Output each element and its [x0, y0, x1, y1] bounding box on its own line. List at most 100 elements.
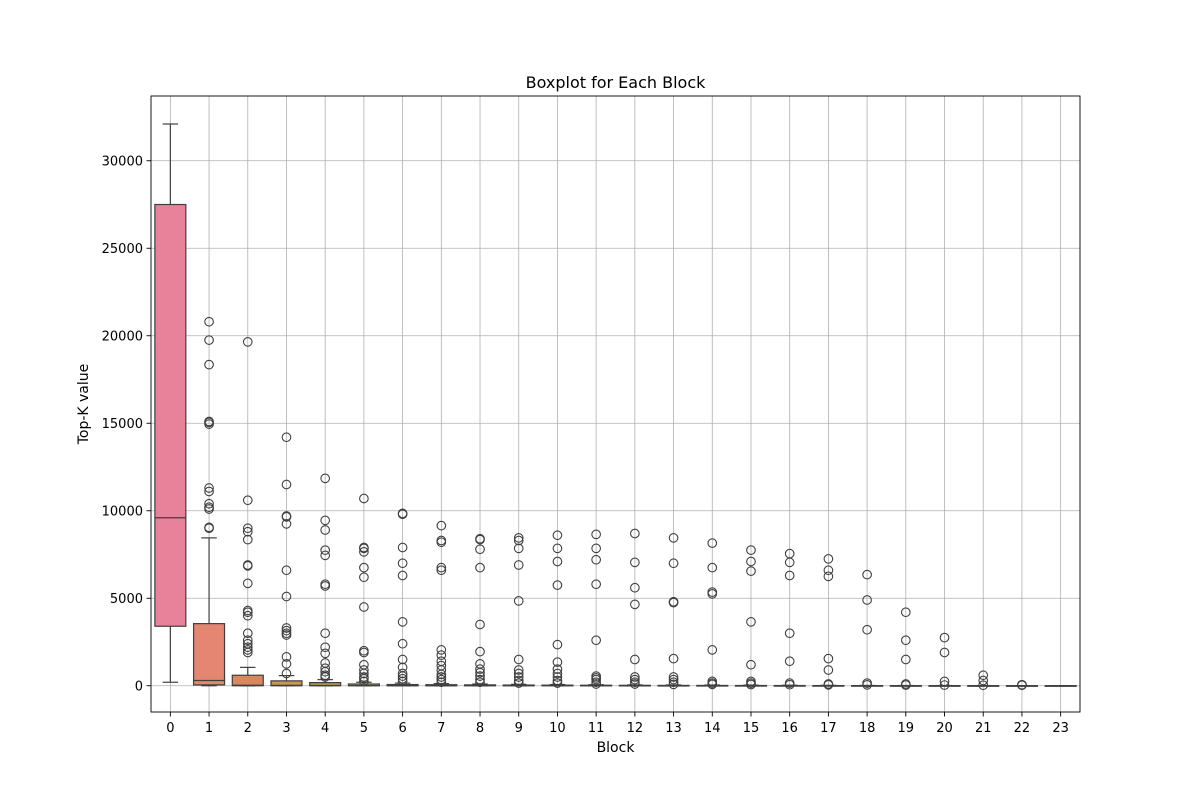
outlier-point	[436, 565, 447, 576]
outlier-point	[359, 665, 369, 675]
outlier-point	[475, 674, 485, 685]
outlier-point	[281, 479, 292, 490]
plot-frame	[150, 95, 1081, 713]
outlier-point	[552, 530, 563, 541]
box-group	[657, 533, 690, 690]
outlier-point	[862, 569, 872, 580]
box-group	[851, 569, 884, 690]
y-tick-label: 20000	[102, 329, 143, 344]
outlier-point	[513, 596, 524, 606]
outlier-point	[591, 671, 601, 681]
box-group	[1044, 685, 1077, 687]
x-tick-label: 9	[515, 721, 523, 736]
outlier-point	[552, 556, 563, 567]
outlier-point	[939, 680, 950, 690]
box-group	[192, 316, 226, 687]
outlier-point	[397, 676, 408, 687]
outlier-point	[204, 498, 214, 509]
x-tick-label: 20	[936, 721, 953, 736]
outlier-point	[242, 642, 253, 653]
box-group	[386, 508, 419, 687]
outlier-point	[513, 654, 524, 665]
outlier-point	[320, 579, 331, 590]
outlier-point	[475, 533, 485, 544]
outlier-point	[397, 654, 408, 665]
x-tick-label: 5	[360, 721, 368, 736]
box-iqr	[154, 203, 187, 627]
box-group	[270, 432, 303, 687]
outlier-point	[436, 660, 447, 671]
outlier-point	[359, 493, 369, 504]
outlier-point	[320, 525, 331, 535]
outlier-point	[668, 533, 679, 543]
outlier-point	[475, 544, 485, 555]
outlier-point	[436, 677, 447, 688]
outlier-point	[242, 628, 253, 639]
outlier-point	[359, 542, 369, 553]
outlier-point	[862, 595, 872, 605]
grid-layer	[151, 96, 1080, 712]
outlier-point	[359, 676, 369, 687]
outlier-point	[630, 654, 640, 665]
outlier-point	[668, 653, 679, 664]
outlier-point	[359, 659, 369, 670]
outlier-point	[784, 548, 795, 559]
outlier-point	[436, 672, 447, 682]
x-tick-label: 16	[781, 721, 798, 736]
outlier-point	[591, 529, 601, 540]
outlier-point	[707, 562, 718, 573]
outlier-point	[513, 675, 524, 686]
outlier-point	[281, 591, 292, 602]
outlier-point	[281, 519, 292, 529]
outlier-point	[281, 628, 292, 639]
outlier-point	[397, 542, 408, 553]
x-tick-label: 1	[205, 721, 213, 736]
x-tick-label: 8	[476, 721, 484, 736]
box-group	[580, 529, 613, 689]
outlier-point	[552, 639, 563, 650]
outlier-point	[900, 654, 911, 665]
outlier-point	[900, 679, 911, 689]
outlier-point	[823, 653, 834, 664]
outlier-point	[591, 635, 601, 646]
outlier-point	[552, 580, 563, 590]
outlier-point	[436, 520, 447, 531]
outlier-point	[320, 550, 331, 561]
outlier-point	[591, 579, 601, 590]
outlier-point	[707, 538, 718, 548]
outlier-point	[242, 523, 253, 534]
outlier-point	[552, 678, 563, 688]
box-group	[463, 533, 497, 688]
outlier-point	[668, 558, 679, 569]
outlier-point	[242, 645, 253, 655]
outlier-point	[746, 566, 756, 576]
outlier-point	[862, 624, 872, 635]
outlier-point	[397, 617, 408, 627]
outlier-point	[242, 526, 253, 537]
outlier-point	[630, 582, 640, 593]
outlier-point	[630, 557, 640, 568]
box-group	[541, 530, 574, 688]
x-tick-label: 17	[820, 721, 837, 736]
outlier-point	[397, 662, 408, 673]
outlier-point	[475, 659, 485, 669]
outlier-point	[784, 656, 795, 667]
outlier-point	[242, 534, 253, 545]
box-group	[889, 607, 922, 690]
ticks-layer: 0 1 2 3 4 5 6 7 8 9 10 11 12 13 14 15 16 17 18 19 20 21 22 2305…	[102, 154, 1069, 736]
outlier-point	[475, 619, 485, 630]
x-tick-label: 3	[282, 721, 290, 736]
y-tick-label: 10000	[102, 504, 143, 519]
x-tick-label: 10	[549, 721, 566, 736]
x-tick-label: 15	[743, 721, 760, 736]
x-axis-title: Block	[597, 740, 636, 756]
box-group	[309, 473, 342, 687]
outlier-point	[630, 677, 640, 688]
outlier-point	[591, 554, 601, 565]
outlier-point	[707, 676, 718, 687]
outlier-point	[978, 680, 989, 691]
outlier-point	[320, 515, 331, 526]
outlier-point	[707, 645, 718, 655]
outlier-point	[746, 676, 756, 687]
